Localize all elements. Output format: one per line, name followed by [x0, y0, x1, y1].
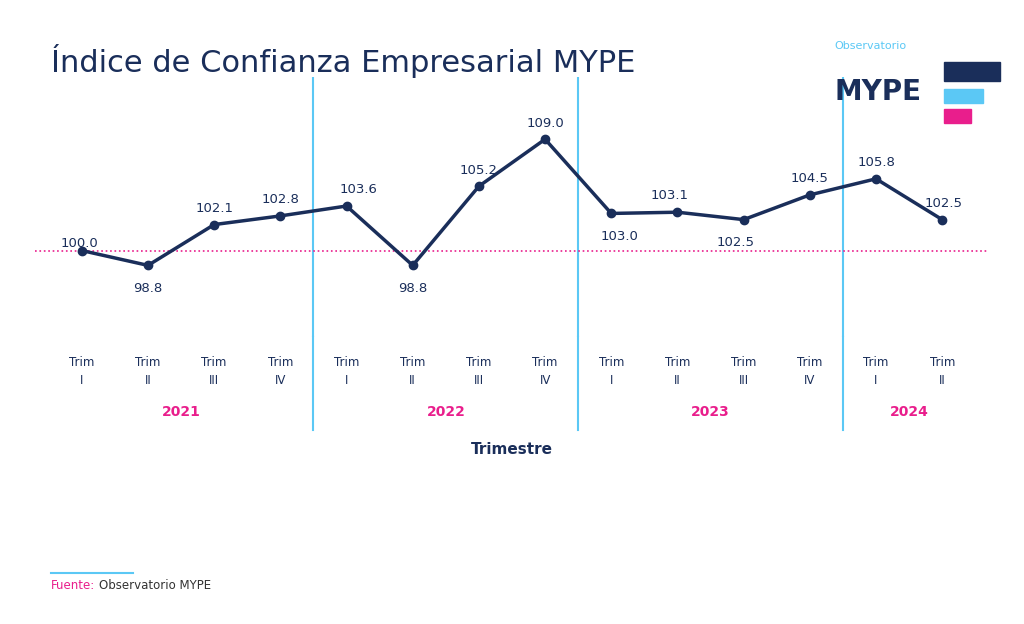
Text: 98.8: 98.8 — [133, 282, 163, 295]
Text: Trim: Trim — [202, 356, 227, 369]
Text: 2021: 2021 — [162, 405, 201, 419]
Text: 103.6: 103.6 — [340, 183, 378, 197]
Text: II: II — [939, 374, 945, 388]
Text: 98.8: 98.8 — [398, 282, 427, 295]
Text: Trim: Trim — [70, 356, 94, 369]
Text: 102.1: 102.1 — [196, 202, 233, 215]
Text: I: I — [609, 374, 613, 388]
Text: Trim: Trim — [334, 356, 359, 369]
Text: Trim: Trim — [797, 356, 822, 369]
Text: III: III — [209, 374, 219, 388]
Text: II: II — [674, 374, 681, 388]
Text: 2023: 2023 — [691, 405, 730, 419]
Text: I: I — [80, 374, 84, 388]
Text: II: II — [144, 374, 152, 388]
Text: III: III — [474, 374, 484, 388]
Text: I: I — [345, 374, 348, 388]
Text: II: II — [410, 374, 416, 388]
Text: IV: IV — [274, 374, 286, 388]
Text: I: I — [874, 374, 878, 388]
Text: 2022: 2022 — [426, 405, 465, 419]
Text: Trim: Trim — [930, 356, 954, 369]
Text: IV: IV — [540, 374, 551, 388]
Text: Trim: Trim — [135, 356, 161, 369]
Text: 109.0: 109.0 — [526, 117, 564, 130]
Text: Trimestre: Trimestre — [471, 442, 553, 457]
Text: Trim: Trim — [665, 356, 690, 369]
Text: 102.5: 102.5 — [717, 236, 755, 250]
Text: 103.1: 103.1 — [650, 190, 688, 202]
Text: 105.8: 105.8 — [857, 156, 895, 169]
Text: Trim: Trim — [267, 356, 293, 369]
Text: 104.5: 104.5 — [791, 172, 828, 185]
Text: Índice de Confianza Empresarial MYPE: Índice de Confianza Empresarial MYPE — [51, 44, 636, 77]
Text: Trim: Trim — [400, 356, 425, 369]
Text: III: III — [738, 374, 749, 388]
Text: 2024: 2024 — [890, 405, 929, 419]
Text: 100.0: 100.0 — [61, 237, 98, 250]
Text: 103.0: 103.0 — [600, 230, 638, 243]
Text: Trim: Trim — [599, 356, 624, 369]
Text: 102.8: 102.8 — [261, 193, 299, 206]
Text: Trim: Trim — [863, 356, 889, 369]
Text: Fuente:: Fuente: — [51, 579, 95, 592]
Text: Trim: Trim — [466, 356, 492, 369]
Text: 102.5: 102.5 — [925, 197, 963, 210]
Text: Observatorio: Observatorio — [835, 41, 906, 51]
Text: 105.2: 105.2 — [460, 163, 498, 177]
Text: Trim: Trim — [532, 356, 558, 369]
Text: IV: IV — [804, 374, 815, 388]
Text: MYPE: MYPE — [835, 78, 922, 106]
Text: Observatorio MYPE: Observatorio MYPE — [99, 579, 211, 592]
Text: Trim: Trim — [731, 356, 757, 369]
